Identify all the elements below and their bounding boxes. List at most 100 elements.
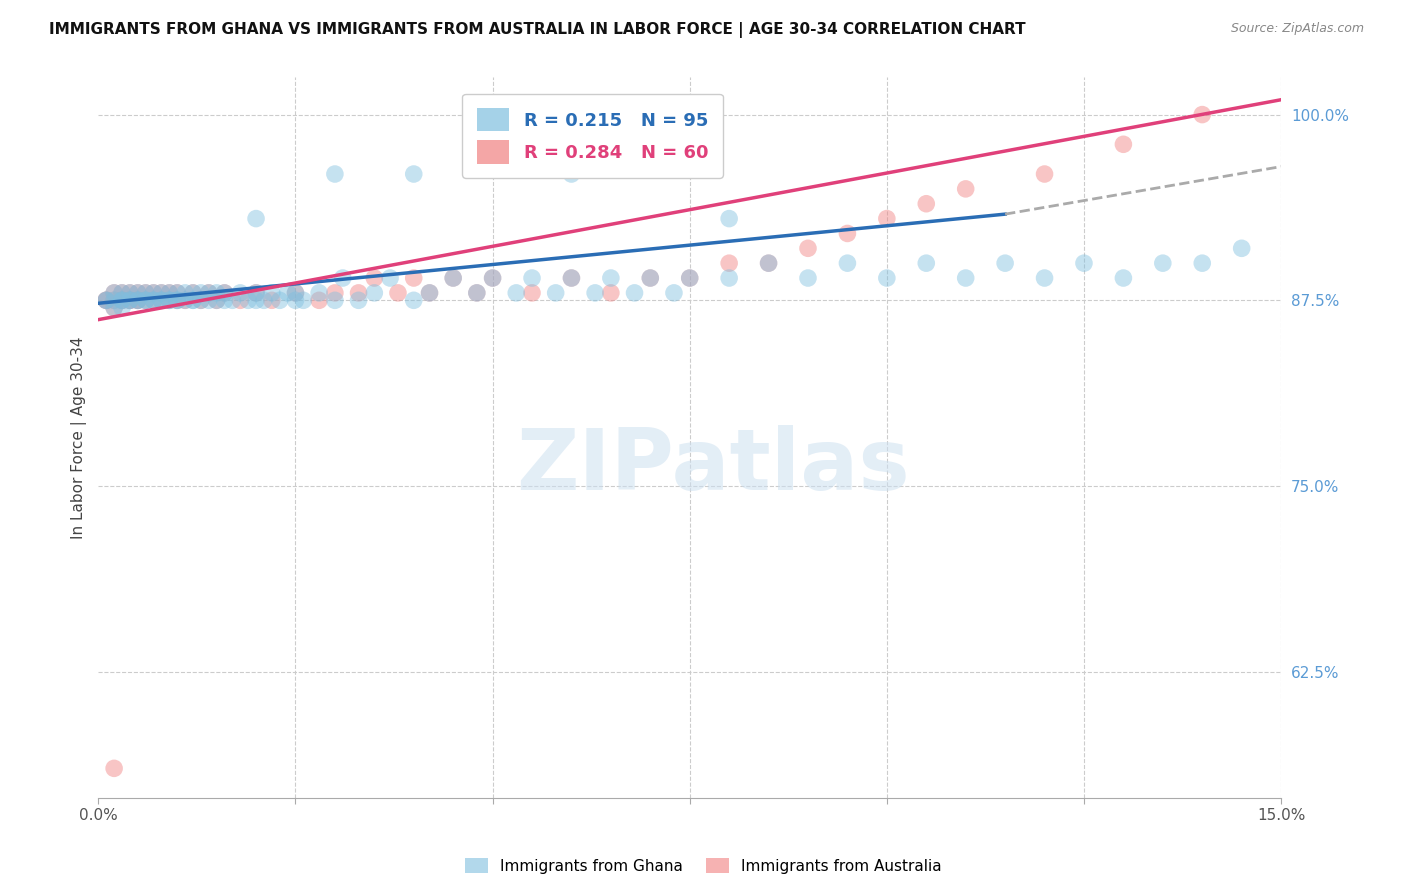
Point [1112,271,1135,285]
Text: IMMIGRANTS FROM GHANA VS IMMIGRANTS FROM AUSTRALIA IN LABOR FORCE | AGE 30-34 CO: IMMIGRANTS FROM GHANA VS IMMIGRANTS FROM… [49,22,1026,38]
Point [797,241,820,255]
Point [599,271,621,285]
Point [197,293,219,308]
Point [111,293,134,308]
Point [505,285,527,300]
Point [135,293,157,308]
Point [544,285,567,300]
Point [679,271,702,285]
Point [127,285,149,300]
Point [142,293,165,308]
Point [955,182,977,196]
Point [718,271,741,285]
Point [142,285,165,300]
Point [135,293,157,308]
Point [142,293,165,308]
Point [103,301,125,315]
Point [284,293,307,308]
Point [127,285,149,300]
Point [205,285,228,300]
Point [214,285,236,300]
Point [308,293,330,308]
Point [118,285,141,300]
Point [127,293,149,308]
Point [157,293,180,308]
Point [418,285,440,300]
Point [96,293,118,308]
Point [387,285,409,300]
Point [623,285,645,300]
Point [96,293,118,308]
Point [96,293,118,308]
Point [292,293,315,308]
Point [166,285,188,300]
Point [205,293,228,308]
Point [118,293,141,308]
Point [837,256,859,270]
Point [221,293,243,308]
Point [1073,256,1095,270]
Point [1112,137,1135,152]
Point [277,285,299,300]
Point [111,293,134,308]
Point [260,293,283,308]
Point [481,271,503,285]
Point [378,271,401,285]
Point [520,271,543,285]
Point [245,293,267,308]
Point [955,271,977,285]
Point [284,285,307,300]
Point [418,285,440,300]
Point [142,293,165,308]
Point [150,293,173,308]
Text: ZIPatlas: ZIPatlas [516,425,910,508]
Point [96,293,118,308]
Point [837,227,859,241]
Point [915,256,938,270]
Point [323,167,346,181]
Point [284,285,307,300]
Point [103,293,125,308]
Point [915,196,938,211]
Point [308,285,330,300]
Point [174,293,197,308]
Point [150,293,173,308]
Point [332,271,354,285]
Point [166,293,188,308]
Point [245,285,267,300]
Point [157,285,180,300]
Point [465,285,488,300]
Point [157,293,180,308]
Point [465,285,488,300]
Text: Source: ZipAtlas.com: Source: ZipAtlas.com [1230,22,1364,36]
Point [229,293,252,308]
Point [560,167,582,181]
Point [323,293,346,308]
Point [402,271,425,285]
Point [402,293,425,308]
Point [111,285,134,300]
Point [1152,256,1174,270]
Point [718,211,741,226]
Point [118,293,141,308]
Point [1230,241,1253,255]
Point [103,293,125,308]
Point [260,285,283,300]
Point [599,285,621,300]
Point [269,293,291,308]
Point [679,271,702,285]
Point [150,285,173,300]
Point [520,285,543,300]
Point [135,285,157,300]
Point [135,293,157,308]
Point [197,285,219,300]
Point [347,293,370,308]
Point [111,293,134,308]
Point [142,285,165,300]
Point [127,293,149,308]
Point [205,293,228,308]
Point [190,285,212,300]
Point [560,271,582,285]
Point [197,285,219,300]
Point [797,271,820,285]
